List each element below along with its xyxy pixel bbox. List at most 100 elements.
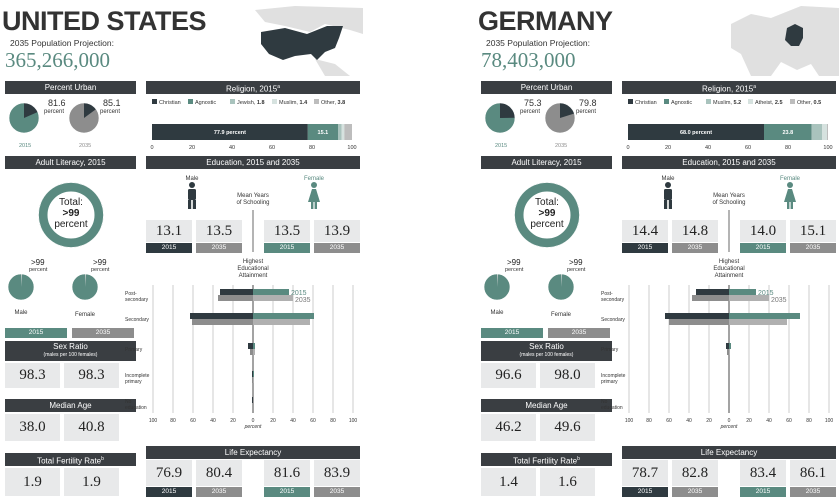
urban-2035-value: 85.1 bbox=[103, 98, 121, 108]
fertility-footnote: b bbox=[577, 456, 580, 462]
religion-bar-seg-4 bbox=[341, 124, 345, 140]
map-land bbox=[255, 6, 363, 76]
life-female-2035-year: 2035 bbox=[790, 487, 836, 497]
projection-label: 2035 Population Projection: bbox=[10, 38, 114, 48]
religion-chart: Christian Agnostic Muslim, 5.2 Atheist, 2.5… bbox=[626, 99, 833, 151]
sex-ratio-subtitle: (males per 100 females) bbox=[43, 352, 98, 358]
urban-2015-value: 81.6 bbox=[48, 98, 66, 108]
life-male-2035-year: 2035 bbox=[196, 487, 242, 497]
country-map bbox=[731, 4, 839, 76]
attainment-bar-male-2035-1 bbox=[692, 295, 729, 301]
edu-male-2035-year: 2035 bbox=[196, 243, 242, 253]
religion-legend-swatch-5 bbox=[314, 99, 319, 104]
mean-years-line2: of Schooling bbox=[712, 200, 745, 206]
attainment-bar-female-2035-2 bbox=[729, 319, 787, 325]
mean-years-line1: Mean Years bbox=[237, 193, 269, 199]
urban-2035-unit: percent bbox=[576, 109, 596, 115]
edu-male-2035: 14.8 bbox=[672, 220, 718, 242]
fertility-header: Total Fertility Rateb bbox=[5, 453, 136, 466]
edu-male-2035-year: 2035 bbox=[672, 243, 718, 253]
fertility-title: Total Fertility Rate bbox=[37, 456, 102, 466]
urban-pie-2015 bbox=[484, 102, 516, 134]
attainment-bar-female-2035-4 bbox=[253, 377, 254, 383]
attainment-category-3: Primary bbox=[125, 347, 143, 353]
religion-tick-40: 40 bbox=[705, 145, 711, 151]
attainment-legend-2035: 2035 bbox=[295, 297, 311, 304]
sex-ratio-header: Sex Ratio (males per 100 females) bbox=[481, 341, 612, 361]
attainment-bar-female-2015-1 bbox=[729, 289, 756, 295]
urban-pie-2035 bbox=[68, 102, 100, 134]
religion-bar-seg-4 bbox=[822, 124, 827, 140]
literacy-male-value: >99 bbox=[31, 258, 45, 267]
religion-bar-seg-5 bbox=[827, 124, 828, 140]
urban-pies: 81.6 percent 85.1 percent 2015 2035 bbox=[8, 98, 121, 149]
literacy-2015-label: 2015 bbox=[481, 328, 543, 338]
edu-male-label: Male bbox=[185, 176, 199, 182]
attainment-axis-label: percent bbox=[720, 424, 738, 430]
attainment-bar-male-2035-1 bbox=[218, 295, 253, 301]
religion-header: Religion, 2015a bbox=[622, 81, 836, 94]
religion-legend-label-3: Muslim, 5.2 bbox=[713, 100, 741, 106]
literacy-male-pie bbox=[483, 273, 511, 301]
mean-years-label: Mean Years of Schooling bbox=[236, 193, 269, 206]
fertility-footnote: b bbox=[101, 456, 104, 462]
religion-tick-0: 0 bbox=[626, 145, 629, 151]
religion-legend-label-5: Other, 3.8 bbox=[321, 100, 345, 106]
edu-female-2015: 14.0 bbox=[740, 220, 786, 242]
attainment-category-4-line2: primary bbox=[601, 379, 618, 385]
attainment-bar-male-2035-2 bbox=[192, 319, 253, 325]
fertility-2035: 1.6 bbox=[540, 468, 595, 496]
attainment-bar-female-2015-4 bbox=[253, 371, 254, 377]
religion-legend-value-3: 5.2 bbox=[733, 100, 741, 106]
median-age-header: Median Age bbox=[481, 399, 612, 412]
life-female-2015-year: 2015 bbox=[740, 487, 786, 497]
attainment-title: Highest Educational Attainment bbox=[713, 259, 744, 279]
literacy-total-line3: percent bbox=[530, 219, 564, 230]
life-male-2015-year: 2015 bbox=[146, 487, 192, 497]
attainment-bar-male-2015-5 bbox=[252, 397, 253, 403]
literacy-female-pie-outline bbox=[71, 273, 99, 301]
attainment-chart: Highest Educational Attainment 100 80 60 40 20… bbox=[601, 259, 833, 430]
religion-legend-label-2: Agnostic bbox=[671, 100, 692, 106]
life-male-2015-year: 2015 bbox=[622, 487, 668, 497]
education-chart: Male Female Mean Years of Schooling bbox=[661, 176, 801, 252]
edu-female-2035-year: 2035 bbox=[790, 243, 836, 253]
religion-footnote: a bbox=[277, 84, 280, 90]
religion-tick-20: 20 bbox=[189, 145, 195, 151]
literacy-chart: Total: >99 percent >99 percent >99 perce… bbox=[7, 182, 110, 318]
urban-pie-2015-outline bbox=[8, 102, 40, 134]
edu-female-2015: 13.5 bbox=[264, 220, 310, 242]
attainment-tick-4: 20 bbox=[706, 418, 712, 424]
attainment-title-line2: Educational bbox=[713, 266, 744, 272]
literacy-male-pie-outline bbox=[483, 273, 511, 301]
attainment-category-4: Incomplete primary bbox=[125, 373, 150, 385]
urban-pie-2035 bbox=[544, 102, 576, 134]
literacy-female-label: Female bbox=[75, 312, 96, 318]
attainment-tick-10: 100 bbox=[349, 418, 358, 424]
attainment-category-1-line2: secondary bbox=[601, 297, 625, 303]
attainment-bars: 100 80 60 40 20 0 20 40 60 80 100 percent Post-secon… bbox=[601, 285, 833, 430]
attainment-axis-label: percent bbox=[244, 424, 262, 430]
attainment-bar-female-2015-2 bbox=[729, 313, 800, 319]
attainment-category-1: Post-secondary bbox=[601, 291, 625, 303]
attainment-bar-male-2015-3 bbox=[726, 343, 729, 349]
fertility-title: Total Fertility Rate bbox=[513, 456, 578, 466]
religion-legend-value-5: 0.5 bbox=[814, 100, 822, 106]
sex-ratio-title: Sex Ratio bbox=[529, 342, 564, 351]
urban-pie-2035-outline bbox=[544, 102, 576, 134]
percent-urban-header: Percent Urban bbox=[5, 81, 136, 94]
literacy-2035-label: 2035 bbox=[548, 328, 610, 338]
attainment-bar-male-2015-2 bbox=[190, 313, 253, 319]
religion-legend-label-4: Atheist, 2.5 bbox=[755, 100, 783, 106]
fertility-2035: 1.9 bbox=[64, 468, 119, 496]
literacy-donut bbox=[514, 182, 580, 248]
religion-tick-60: 60 bbox=[269, 145, 275, 151]
literacy-total-line2: >99 bbox=[539, 208, 556, 219]
median-age-2015: 38.0 bbox=[5, 414, 60, 441]
religion-legend-label-3: Jewish, 1.8 bbox=[237, 100, 265, 106]
attainment-bar-male-2015-4 bbox=[252, 371, 253, 377]
edu-male-label: Male bbox=[661, 176, 675, 182]
literacy-chart: Total: >99 percent >99 percent >99 perce… bbox=[483, 182, 586, 318]
literacy-female-pie bbox=[547, 273, 575, 301]
religion-tick-100: 100 bbox=[823, 145, 832, 151]
